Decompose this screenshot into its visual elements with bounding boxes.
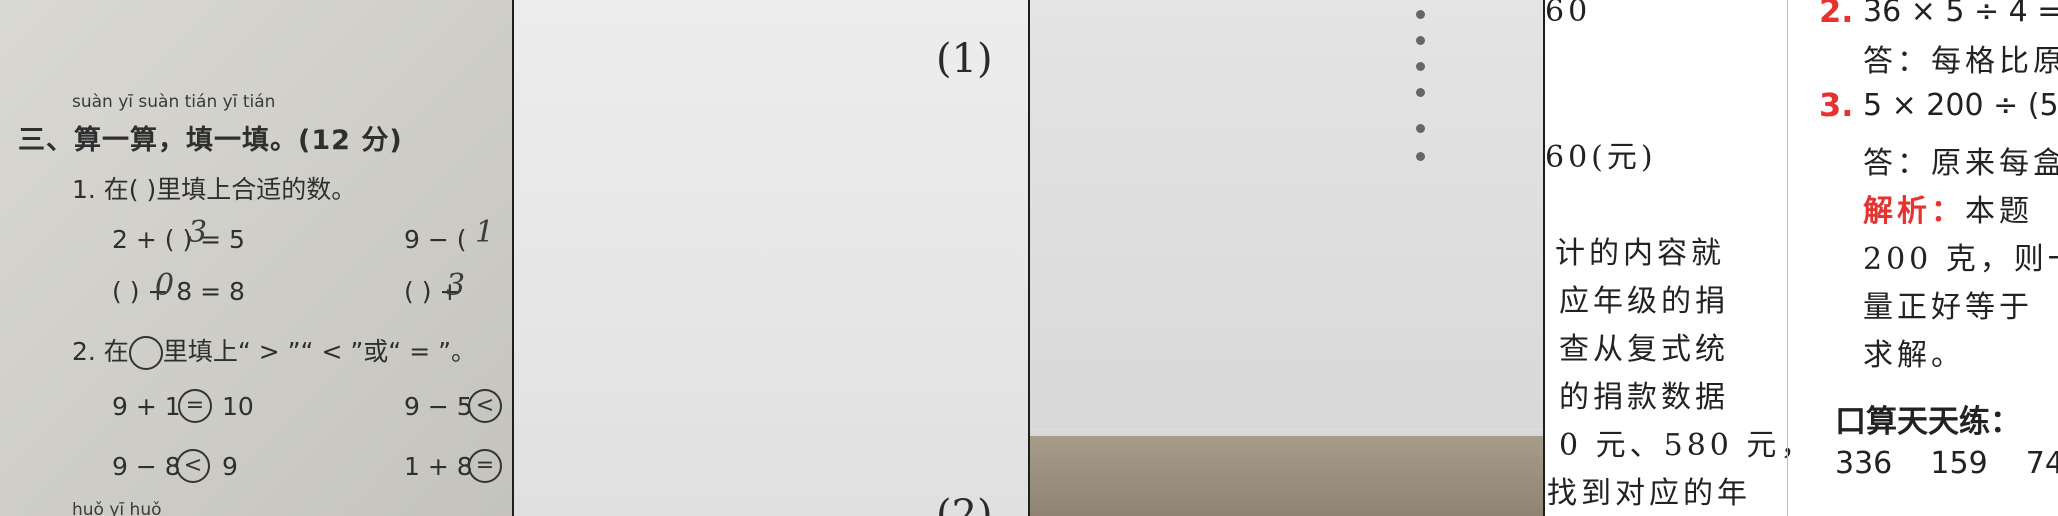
q1-row2-right: ( ) +: [404, 277, 461, 306]
practice-title: 口算天天练：: [1835, 404, 2021, 440]
q2-suffix: 里填上“ > ”“ < ”或“ = ”。: [162, 337, 477, 366]
column-divider: [1787, 0, 1788, 516]
q1-row1-left: 2 + ( ) = 5: [112, 225, 245, 254]
binding-dot: [1416, 88, 1425, 97]
q1-row1-right-answer: 1: [475, 215, 495, 250]
section-heading: 三、算一算，填一填。(12 分): [18, 125, 403, 156]
left-line-0: 60: [1545, 0, 1592, 29]
practice-numbers: 336 159 74: [1835, 446, 2058, 481]
left-line-5: 的捐款数据: [1559, 380, 1729, 415]
q1-row1-left-answer: 3: [188, 215, 208, 250]
label-2: (2): [936, 492, 993, 516]
q2-row2-left-mark: <: [176, 449, 210, 483]
q1-row2-right-answer: 3: [446, 268, 466, 303]
analysis-line-3: 求解。: [1863, 338, 1965, 373]
left-line-1: 60(元): [1545, 140, 1657, 175]
q2-prefix: 2. 在: [72, 337, 129, 366]
analysis-text: 本题: [1965, 194, 2033, 229]
binding-dot: [1416, 152, 1425, 161]
bottom-pinyin: huǒ yī huǒ: [72, 500, 162, 516]
answer-2-text: 答：每格比原: [1863, 44, 2058, 79]
q2-row2-left-end: 9: [222, 452, 238, 481]
analysis-line-2: 量正好等于: [1863, 290, 2033, 325]
circle-blank-icon: [128, 336, 163, 370]
answer-3-text: 答：原来每盒: [1863, 146, 2058, 181]
left-line-4: 查从复式统: [1559, 332, 1729, 367]
q2-row1-right: 9 − 5: [404, 392, 473, 421]
pinyin-line: suàn yī suàn tián yī tián: [72, 92, 276, 112]
left-line-3: 应年级的捐: [1559, 284, 1729, 319]
worksheet-panel: suàn yī suàn tián yī tián 三、算一算，填一填。(12 …: [0, 0, 514, 516]
analysis-line-1: 200 克，则一: [1863, 242, 2058, 277]
answer-3-expression: 5 × 200 ÷ (5: [1863, 88, 2058, 123]
q2-row1-right-mark: <: [468, 389, 502, 423]
q1-row2-left-answer: 0: [155, 268, 175, 303]
binding-dot: [1416, 10, 1425, 19]
answer-number-2: 2.: [1819, 0, 1854, 30]
q2-row2-left: 9 − 8: [112, 452, 181, 481]
binding-dot: [1416, 62, 1425, 71]
answer-page-panel: 60 60(元) 计的内容就 应年级的捐 查从复式统 的捐款数据 0 元、580…: [1545, 0, 2058, 516]
question-1: 1. 在( )里填上合适的数。: [72, 175, 357, 204]
left-line-7: 找到对应的年: [1547, 476, 1751, 511]
q1-row1-right: 9 − (: [404, 225, 467, 254]
left-line-6: 0 元、580 元，: [1559, 428, 1815, 463]
book-edge-panel: [1030, 0, 1545, 516]
blank-paper-panel: (1) (2): [514, 0, 1030, 516]
q2-row2-right: 1 + 8: [404, 452, 473, 481]
q2-row1-left-end: 10: [222, 392, 254, 421]
answer-2-expression: 36 × 5 ÷ 4 =: [1863, 0, 2058, 29]
analysis: 解析：本题: [1863, 186, 2033, 230]
binding-dot: [1416, 36, 1425, 45]
table-surface: [1030, 436, 1543, 516]
answer-number-3: 3.: [1819, 86, 1854, 124]
q2-row2-right-mark: =: [468, 449, 502, 483]
binding-dot: [1416, 124, 1425, 133]
analysis-label: 解析：: [1863, 194, 1965, 229]
q1-row2-left: ( ) + 8 = 8: [112, 277, 245, 306]
q2-row1-left: 9 + 1: [112, 392, 181, 421]
q2-row1-left-mark: =: [178, 389, 212, 423]
question-2: 2. 在 里填上“ > ”“ < ”或“ = ”。: [72, 332, 476, 370]
label-1: (1): [936, 36, 993, 82]
left-line-2: 计的内容就: [1555, 236, 1725, 271]
